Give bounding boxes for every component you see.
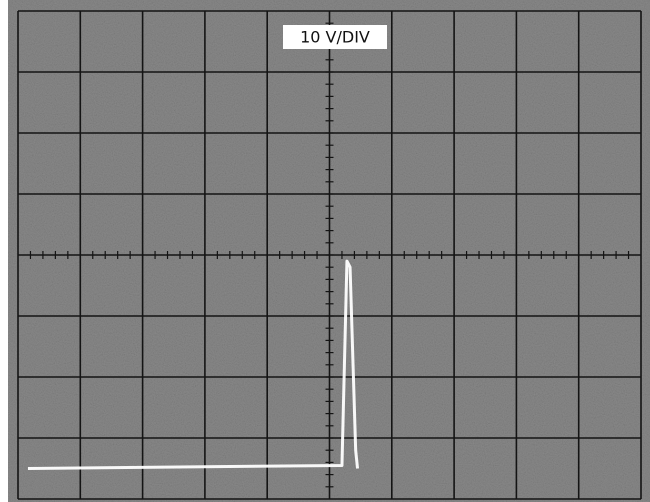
annotation: 10 V/DIV [300, 28, 370, 47]
chart: 10 V/DIV [0, 0, 650, 502]
page: 10 V/DIV (() => { const data = JSON.pars… [0, 0, 650, 502]
